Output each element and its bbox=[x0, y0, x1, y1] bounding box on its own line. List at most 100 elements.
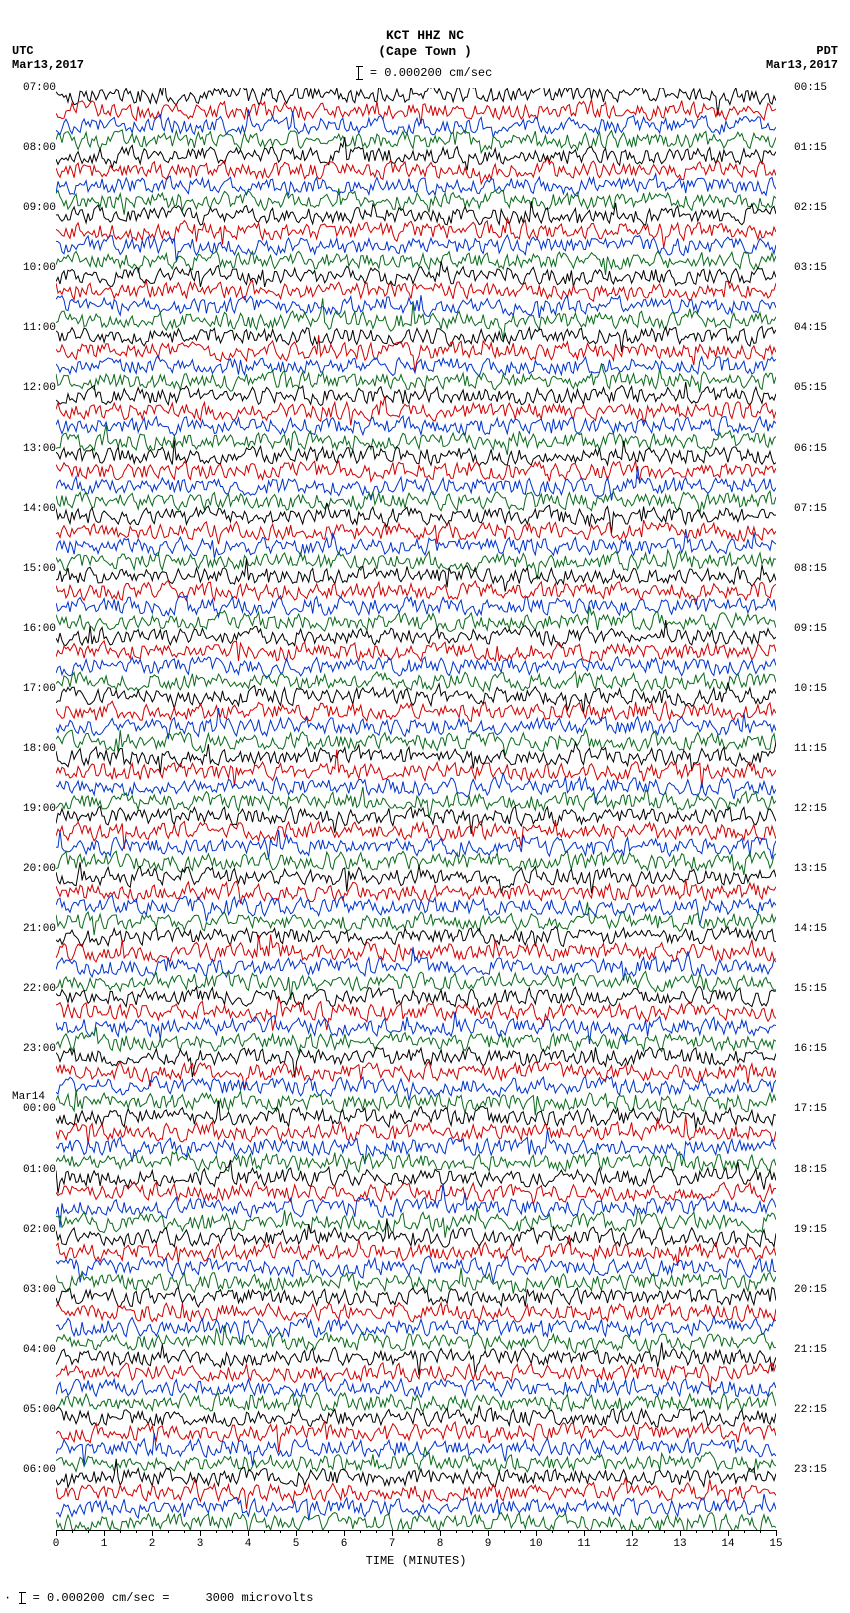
x-minor-tick bbox=[600, 1530, 601, 1533]
seismic-trace bbox=[56, 1256, 776, 1283]
right-hour-label: 00:15 bbox=[794, 83, 838, 94]
seismic-trace bbox=[56, 729, 776, 756]
footer-text-suffix: 3000 microvolts bbox=[205, 1591, 313, 1605]
x-tick bbox=[248, 1530, 249, 1536]
seismic-trace bbox=[56, 130, 776, 153]
station-location: (Cape Town ) bbox=[0, 44, 850, 59]
seismic-trace bbox=[56, 281, 776, 302]
seismic-trace bbox=[56, 879, 776, 904]
x-tick-label: 11 bbox=[577, 1538, 590, 1550]
seismic-trace bbox=[56, 503, 776, 533]
seismic-trace bbox=[56, 641, 776, 662]
left-hour-label: 22:00 bbox=[12, 984, 56, 995]
x-tick bbox=[104, 1530, 105, 1536]
x-minor-tick bbox=[376, 1530, 377, 1533]
x-tick-label: 12 bbox=[625, 1538, 638, 1550]
x-minor-tick bbox=[712, 1530, 713, 1533]
right-hour-label: 10:15 bbox=[794, 684, 838, 695]
seismic-trace bbox=[56, 935, 776, 963]
right-hour-label: 20:15 bbox=[794, 1285, 838, 1296]
right-hour-label: 14:15 bbox=[794, 924, 838, 935]
x-minor-tick bbox=[616, 1530, 617, 1533]
seismic-trace bbox=[56, 927, 776, 947]
left-hour-label: 01:00 bbox=[12, 1165, 56, 1176]
left-hour-label: 11:00 bbox=[12, 323, 56, 334]
seismic-trace bbox=[56, 806, 776, 834]
seismic-trace bbox=[56, 1303, 776, 1322]
scale-indicator: = 0.000200 cm/sec bbox=[0, 66, 850, 80]
x-tick bbox=[488, 1530, 489, 1536]
x-minor-tick bbox=[264, 1530, 265, 1533]
station-title: KCT HHZ NC bbox=[0, 28, 850, 43]
seismic-trace bbox=[56, 1152, 776, 1172]
right-hour-label: 07:15 bbox=[794, 504, 838, 515]
seismic-trace bbox=[56, 820, 776, 849]
x-minor-tick bbox=[184, 1530, 185, 1533]
x-minor-tick bbox=[168, 1530, 169, 1533]
x-tick-label: 3 bbox=[197, 1538, 204, 1550]
left-hour-label: 21:00 bbox=[12, 924, 56, 935]
x-tick-label: 9 bbox=[485, 1538, 492, 1550]
left-hour-label: 09:00 bbox=[12, 203, 56, 214]
x-tick bbox=[680, 1530, 681, 1536]
seismic-trace bbox=[56, 1316, 776, 1344]
x-axis-title: TIME (MINUTES) bbox=[56, 1554, 776, 1568]
seismic-trace bbox=[56, 1101, 776, 1130]
right-hour-label: 17:15 bbox=[794, 1104, 838, 1115]
seismic-trace bbox=[56, 657, 776, 677]
x-tick-label: 4 bbox=[245, 1538, 252, 1550]
x-axis-line bbox=[56, 1530, 776, 1531]
seismic-trace bbox=[56, 1405, 776, 1427]
x-minor-tick bbox=[72, 1530, 73, 1533]
left-hour-label: 16:00 bbox=[12, 624, 56, 635]
x-tick-label: 2 bbox=[149, 1538, 156, 1550]
x-minor-tick bbox=[744, 1530, 745, 1533]
left-hour-label: 14:00 bbox=[12, 504, 56, 515]
tz-right-label: PDT bbox=[816, 44, 838, 58]
x-tick bbox=[56, 1530, 57, 1536]
x-tick-label: 8 bbox=[437, 1538, 444, 1550]
date-left-label: Mar13,2017 bbox=[12, 58, 84, 72]
seismic-trace bbox=[56, 596, 776, 617]
left-time-axis: 07:0008:0009:0010:0011:0012:0013:0014:00… bbox=[12, 88, 56, 1530]
x-tick-label: 7 bbox=[389, 1538, 396, 1550]
right-hour-label: 02:15 bbox=[794, 203, 838, 214]
seismic-trace bbox=[56, 201, 776, 225]
seismic-trace bbox=[56, 1115, 776, 1145]
seismic-trace bbox=[56, 1012, 776, 1045]
x-tick bbox=[728, 1530, 729, 1536]
x-minor-tick bbox=[328, 1530, 329, 1533]
seismic-trace bbox=[56, 1047, 776, 1077]
x-minor-tick bbox=[216, 1530, 217, 1533]
x-tick bbox=[200, 1530, 201, 1536]
right-hour-label: 06:15 bbox=[794, 444, 838, 455]
right-hour-label: 13:15 bbox=[794, 864, 838, 875]
right-hour-label: 11:15 bbox=[794, 744, 838, 755]
right-hour-label: 18:15 bbox=[794, 1165, 838, 1176]
right-hour-label: 23:15 bbox=[794, 1465, 838, 1476]
seismic-trace bbox=[56, 396, 776, 425]
seismic-trace bbox=[56, 218, 776, 248]
x-tick bbox=[344, 1530, 345, 1536]
seismic-trace bbox=[56, 440, 776, 466]
x-tick-label: 1 bbox=[101, 1538, 108, 1550]
x-minor-tick bbox=[312, 1530, 313, 1533]
left-hour-label: 18:00 bbox=[12, 744, 56, 755]
right-hour-label: 19:15 bbox=[794, 1225, 838, 1236]
left-hour-label: 17:00 bbox=[12, 684, 56, 695]
seismic-trace bbox=[56, 1392, 776, 1412]
seismic-trace bbox=[56, 416, 776, 436]
x-tick-label: 15 bbox=[769, 1538, 782, 1550]
x-minor-tick bbox=[120, 1530, 121, 1533]
left-hour-label: 10:00 bbox=[12, 263, 56, 274]
left-hour-label: 15:00 bbox=[12, 564, 56, 575]
seismic-trace bbox=[56, 1287, 776, 1307]
right-hour-label: 12:15 bbox=[794, 804, 838, 815]
seismic-trace bbox=[56, 356, 776, 377]
footer-text-prefix: = 0.000200 cm/sec = bbox=[33, 1591, 170, 1605]
right-hour-label: 03:15 bbox=[794, 263, 838, 274]
right-hour-label: 01:15 bbox=[794, 143, 838, 154]
x-minor-tick bbox=[424, 1530, 425, 1533]
x-tick bbox=[632, 1530, 633, 1536]
right-hour-label: 15:15 bbox=[794, 984, 838, 995]
